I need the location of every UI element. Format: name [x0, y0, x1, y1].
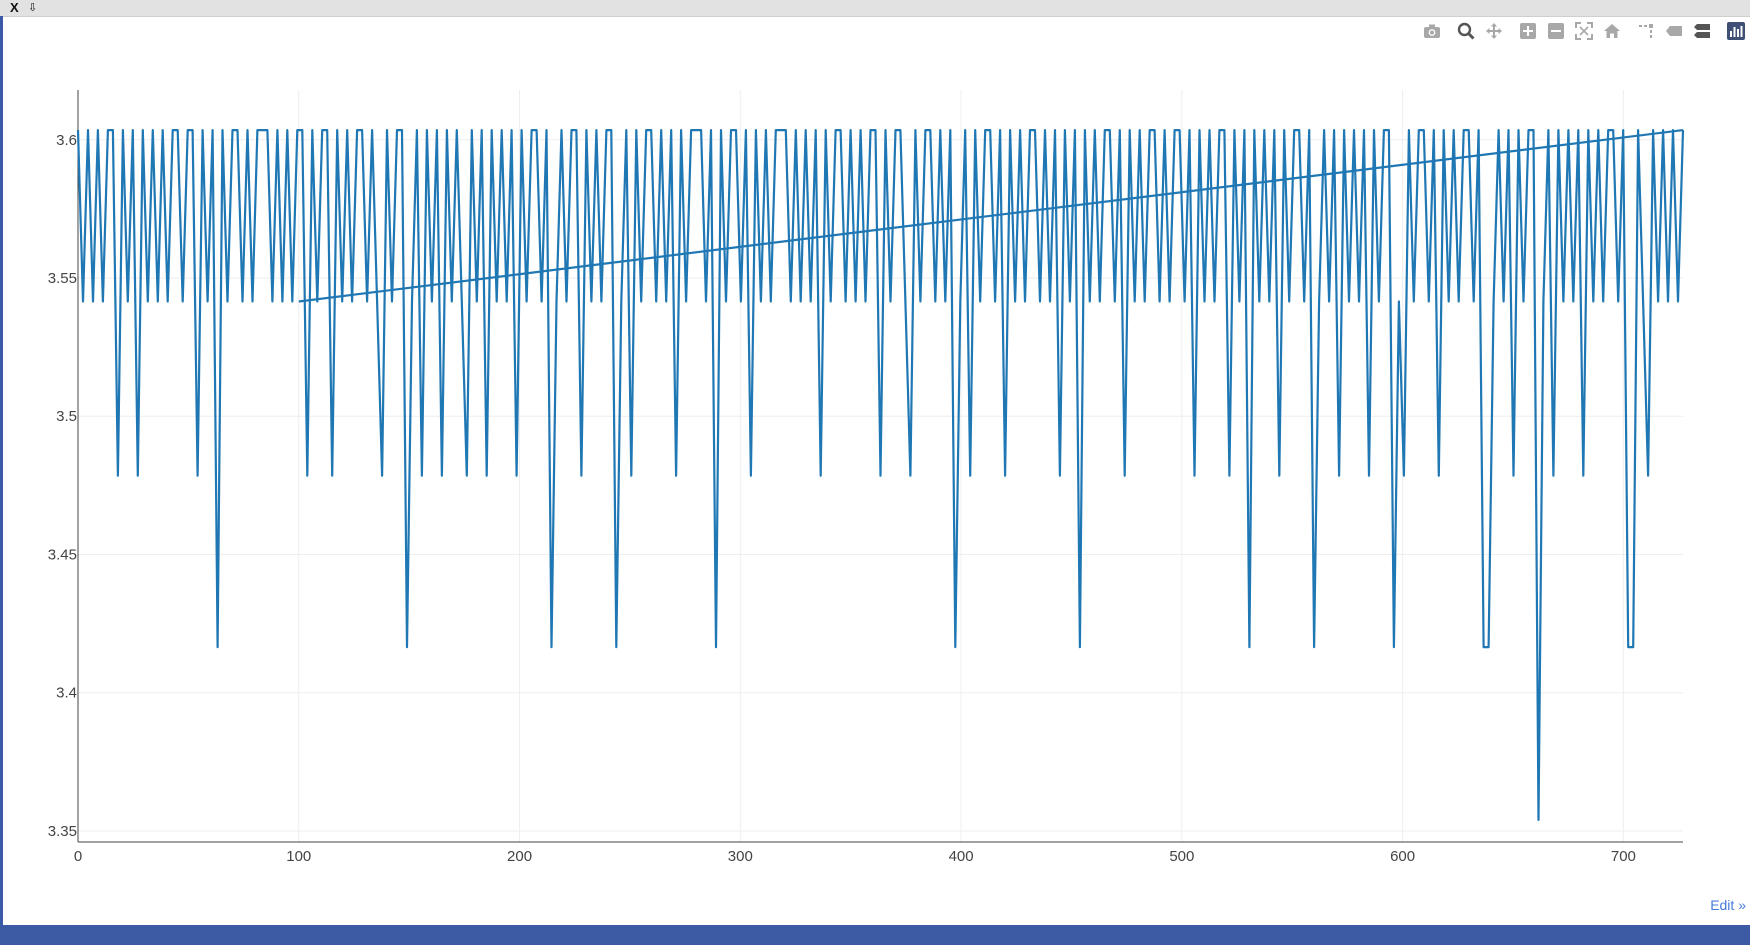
axes	[77, 90, 1683, 843]
autoscale-icon[interactable]	[1570, 18, 1598, 44]
plotly-logo-icon[interactable]	[1722, 18, 1750, 44]
plot-modebar	[1418, 18, 1750, 44]
window-left-border	[0, 16, 3, 926]
y-tick-label: 3.6	[56, 132, 77, 149]
x-tick-label: 500	[1169, 848, 1194, 865]
x-tick-label: 400	[949, 848, 974, 865]
tick-labels: 0 100 200 300 400 500 600 700 3.35 3.4 3.45 3.5 3.55…	[48, 132, 1636, 865]
series-line[interactable]	[76, 129, 1685, 821]
y-tick-label: 3.45	[48, 546, 77, 563]
y-tick-label: 3.5	[56, 408, 77, 425]
spike-lines-icon[interactable]	[1632, 18, 1660, 44]
hover-compare-icon[interactable]	[1688, 18, 1716, 44]
x-tick-label: 200	[507, 848, 532, 865]
zoom-icon[interactable]	[1452, 18, 1480, 44]
window-titlebar: X ⇩	[0, 0, 1750, 17]
grid-lines	[78, 90, 1683, 842]
y-tick-label: 3.4	[56, 685, 77, 702]
x-tick-label: 300	[728, 848, 753, 865]
series-layer[interactable]	[76, 128, 1685, 821]
edit-chart-link[interactable]: Edit »	[1710, 897, 1746, 913]
home-icon[interactable]	[1598, 18, 1626, 44]
camera-icon[interactable]	[1418, 18, 1446, 44]
x-tick-label: 700	[1611, 848, 1636, 865]
series-return-line[interactable]	[298, 128, 1684, 303]
zoom-in-icon[interactable]	[1514, 18, 1542, 44]
y-tick-label: 3.55	[48, 270, 77, 287]
close-button[interactable]: X	[10, 0, 19, 15]
taskbar	[0, 925, 1750, 945]
pin-icon[interactable]: ⇩	[28, 2, 38, 14]
x-tick-label: 600	[1390, 848, 1415, 865]
x-tick-label: 0	[74, 848, 82, 865]
pan-icon[interactable]	[1480, 18, 1508, 44]
y-tick-label: 3.35	[48, 823, 77, 840]
x-tick-label: 100	[286, 848, 311, 865]
hover-closest-icon[interactable]	[1660, 18, 1688, 44]
zoom-out-icon[interactable]	[1542, 18, 1570, 44]
